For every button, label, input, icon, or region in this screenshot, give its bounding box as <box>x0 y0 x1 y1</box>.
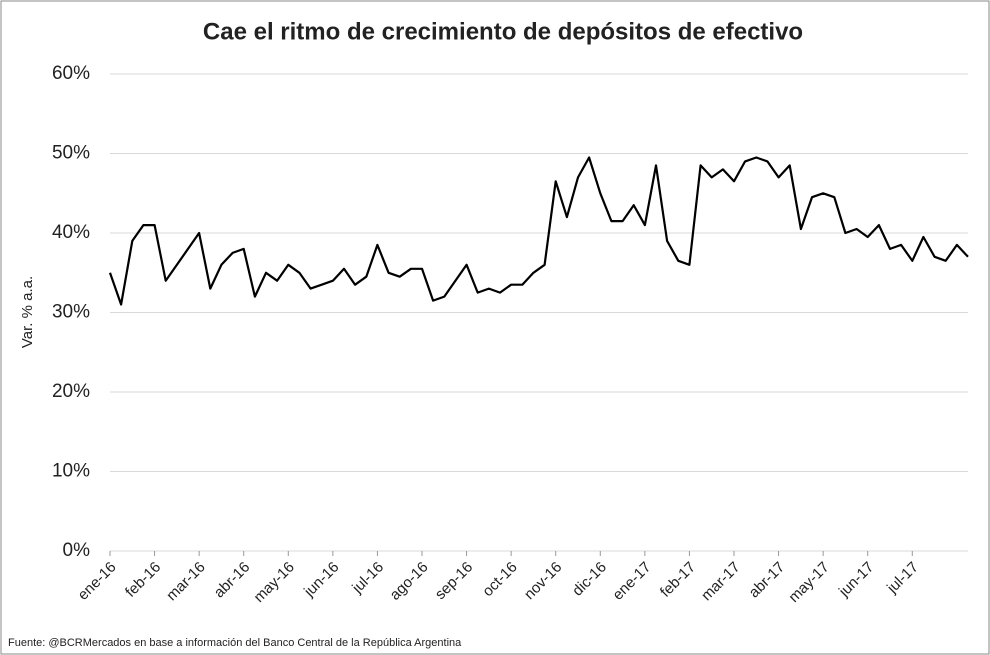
y-tick-label: 0% <box>63 540 91 561</box>
y-tick-label: 20% <box>52 381 90 402</box>
y-axis-label: Var. % a.a. <box>19 276 36 348</box>
y-tick-label: 30% <box>52 302 90 323</box>
y-tick-label: 40% <box>52 222 90 243</box>
y-tick-label: 60% <box>52 63 90 84</box>
y-tick-label: 10% <box>52 461 90 482</box>
source-note: Fuente: @BCRMercados en base a informaci… <box>8 637 462 649</box>
chart-title: Cae el ritmo de crecimiento de depósitos… <box>203 18 803 45</box>
y-tick-label: 50% <box>52 143 90 164</box>
data-line <box>108 156 969 306</box>
